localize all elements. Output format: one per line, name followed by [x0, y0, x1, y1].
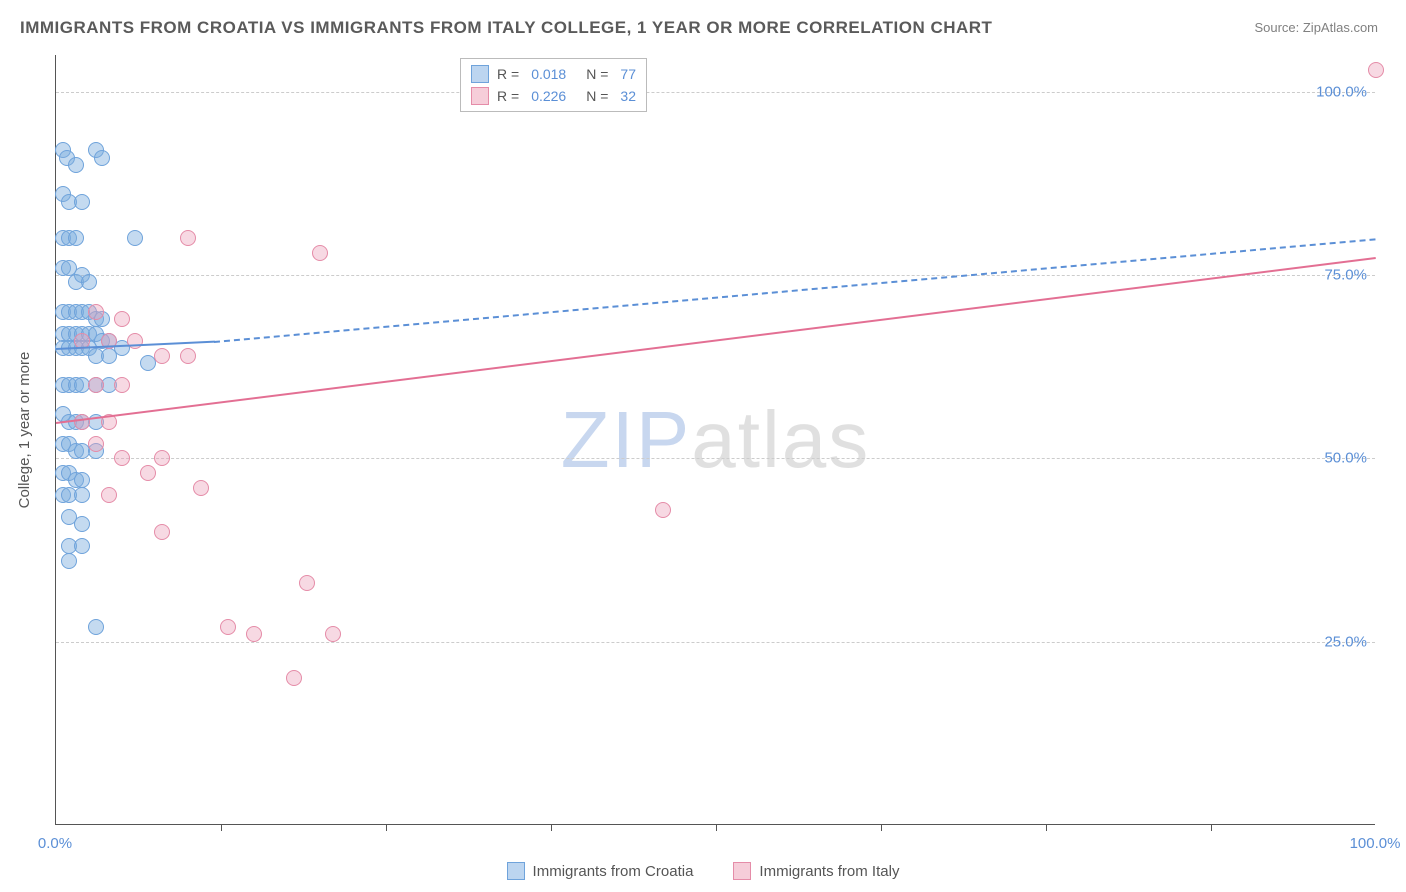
data-point [74, 414, 90, 430]
data-point [154, 450, 170, 466]
data-point [74, 487, 90, 503]
data-point [88, 619, 104, 635]
data-point [88, 436, 104, 452]
data-point [68, 157, 84, 173]
data-point [114, 377, 130, 393]
n-label: N = [586, 66, 608, 82]
data-point [127, 230, 143, 246]
n-label: N = [586, 88, 608, 104]
legend-swatch [733, 862, 751, 880]
data-point [61, 553, 77, 569]
r-value: 0.226 [531, 88, 566, 104]
data-point [114, 311, 130, 327]
y-tick-label: 25.0% [1324, 633, 1367, 650]
data-point [114, 450, 130, 466]
legend-swatch [471, 65, 489, 83]
y-axis-label: College, 1 year or more [16, 352, 33, 509]
trend-line [56, 257, 1376, 424]
x-tick [221, 824, 222, 831]
x-tick [881, 824, 882, 831]
data-point [246, 626, 262, 642]
data-point [286, 670, 302, 686]
data-point [193, 480, 209, 496]
legend-label: Immigrants from Italy [759, 863, 899, 880]
data-point [88, 304, 104, 320]
gridline [56, 458, 1375, 459]
x-tick [1046, 824, 1047, 831]
data-point [154, 524, 170, 540]
data-point [88, 377, 104, 393]
correlation-legend: R = 0.018 N = 77 R = 0.226 N = 32 [460, 58, 647, 112]
n-value: 32 [620, 88, 636, 104]
series-legend: Immigrants from Croatia Immigrants from I… [0, 862, 1406, 880]
data-point [220, 619, 236, 635]
data-point [180, 230, 196, 246]
legend-item: Immigrants from Croatia [507, 862, 694, 880]
r-label: R = [497, 66, 519, 82]
x-tick [551, 824, 552, 831]
gridline [56, 275, 1375, 276]
x-tick [386, 824, 387, 831]
data-point [325, 626, 341, 642]
data-point [74, 194, 90, 210]
watermark: ZIPatlas [561, 394, 870, 486]
n-value: 77 [620, 66, 636, 82]
trend-line [214, 238, 1376, 343]
r-label: R = [497, 88, 519, 104]
data-point [101, 487, 117, 503]
data-point [74, 538, 90, 554]
legend-row: R = 0.018 N = 77 [471, 63, 636, 85]
x-tick [716, 824, 717, 831]
data-point [299, 575, 315, 591]
source-attribution: Source: ZipAtlas.com [1254, 20, 1378, 35]
data-point [312, 245, 328, 261]
data-point [74, 516, 90, 532]
legend-swatch [507, 862, 525, 880]
r-value: 0.018 [531, 66, 566, 82]
gridline [56, 92, 1375, 93]
legend-swatch [471, 87, 489, 105]
data-point [154, 348, 170, 364]
legend-item: Immigrants from Italy [733, 862, 899, 880]
chart-title: IMMIGRANTS FROM CROATIA VS IMMIGRANTS FR… [20, 18, 992, 38]
x-tick [1211, 824, 1212, 831]
y-tick-label: 100.0% [1316, 83, 1367, 100]
data-point [140, 465, 156, 481]
data-point [655, 502, 671, 518]
x-tick-label: 100.0% [1350, 835, 1401, 852]
plot-area: ZIPatlas 25.0% 50.0% 75.0% 100.0% [55, 55, 1375, 825]
legend-row: R = 0.226 N = 32 [471, 85, 636, 107]
data-point [68, 230, 84, 246]
data-point [74, 472, 90, 488]
data-point [1368, 62, 1384, 78]
data-point [180, 348, 196, 364]
y-tick-label: 75.0% [1324, 267, 1367, 284]
y-tick-label: 50.0% [1324, 450, 1367, 467]
legend-label: Immigrants from Croatia [533, 863, 694, 880]
x-tick-label: 0.0% [38, 835, 72, 852]
data-point [94, 150, 110, 166]
data-point [81, 274, 97, 290]
